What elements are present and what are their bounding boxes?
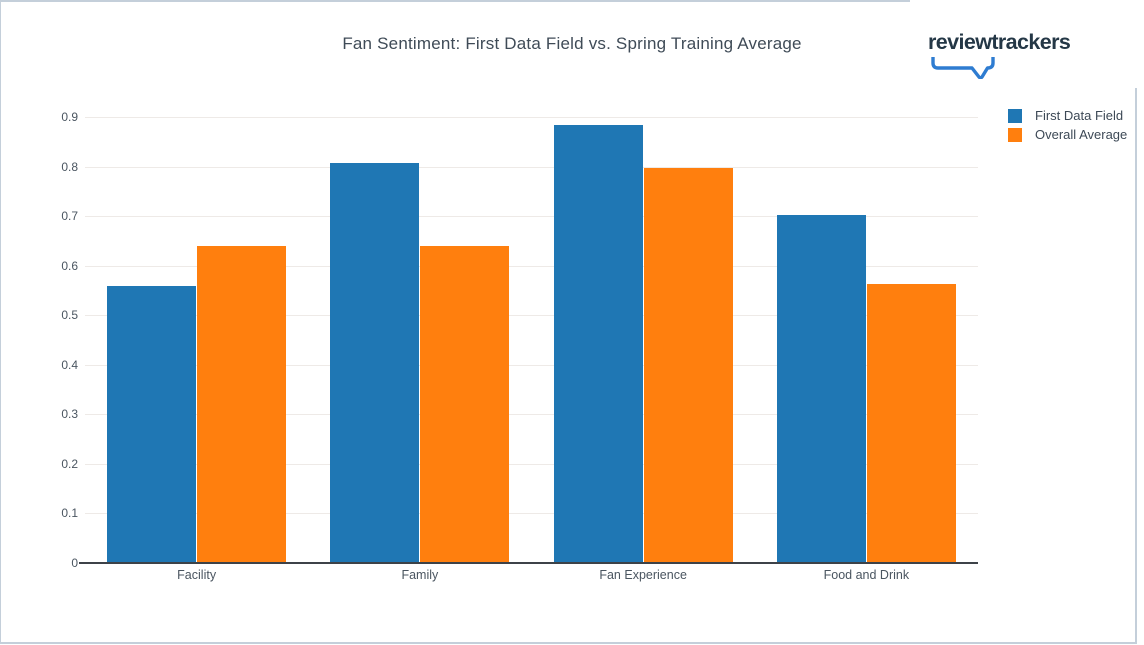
- y-tick-label: 0.2: [61, 456, 78, 471]
- bar-first-data-field: [776, 215, 866, 563]
- x-tick-label: Fan Experience: [599, 568, 687, 582]
- page-border-top: [0, 0, 910, 2]
- x-tick-label: Family: [401, 568, 439, 582]
- page-border-bottom: [0, 642, 1137, 644]
- gridline: [85, 166, 978, 168]
- bar-overall-average: [197, 246, 287, 563]
- gridline: [85, 463, 978, 465]
- gridline: [85, 265, 978, 267]
- bar-group: Facility: [85, 117, 308, 582]
- gridline: [85, 364, 978, 366]
- legend-item-first-data-field[interactable]: First Data Field: [1008, 106, 1127, 125]
- gridline: [85, 315, 978, 317]
- page-border-right: [1135, 88, 1137, 642]
- y-tick-label: 0.7: [61, 209, 78, 224]
- legend-swatch-icon: [1008, 127, 1022, 142]
- page-border-left: [0, 0, 1, 643]
- logo-bracket-icon: [931, 57, 995, 79]
- gridline: [85, 117, 978, 118]
- gridline: [85, 216, 978, 218]
- y-tick-label: 0: [71, 556, 78, 570]
- bar-overall-average: [643, 168, 733, 563]
- legend-label: First Data Field: [1035, 108, 1124, 123]
- gridline: [85, 513, 978, 515]
- x-tick-label: Food and Drink: [823, 568, 910, 582]
- y-tick-label: 0.6: [61, 258, 78, 273]
- chart-legend: First Data Field Overall Average: [1008, 106, 1127, 144]
- x-axis-line: [79, 562, 978, 564]
- bar-first-data-field: [107, 285, 197, 563]
- plot-area: Facility Family Fan Experience Food and Dri…: [85, 117, 978, 582]
- legend-swatch-icon: [1008, 108, 1022, 123]
- legend-item-overall-average[interactable]: Overall Average: [1008, 125, 1127, 144]
- chart-title: Fan Sentiment: First Data Field vs. Spri…: [342, 34, 802, 53]
- logo-wordmark: reviewtrackers: [928, 30, 1071, 54]
- bar-overall-average: [420, 245, 510, 563]
- bar-group: Food and Drink: [755, 117, 978, 582]
- y-tick-label: 0.1: [61, 506, 78, 521]
- gridline: [85, 414, 978, 416]
- y-tick-label: 0.4: [61, 357, 78, 372]
- y-tick-label: 0.8: [61, 159, 78, 174]
- reviewtrackers-logo: reviewtrackers: [928, 30, 1098, 79]
- bar-first-data-field: [330, 163, 420, 563]
- legend-label: Overall Average: [1035, 127, 1128, 142]
- y-tick-label: 0.3: [61, 407, 78, 422]
- bar-first-data-field: [553, 125, 643, 563]
- bar-group: Family: [308, 117, 531, 582]
- bar-overall-average: [866, 283, 956, 563]
- y-tick-label: 0.9: [61, 110, 78, 124]
- x-tick-label: Facility: [177, 568, 217, 582]
- bar-group: Fan Experience: [532, 117, 755, 582]
- y-tick-label: 0.5: [61, 308, 78, 323]
